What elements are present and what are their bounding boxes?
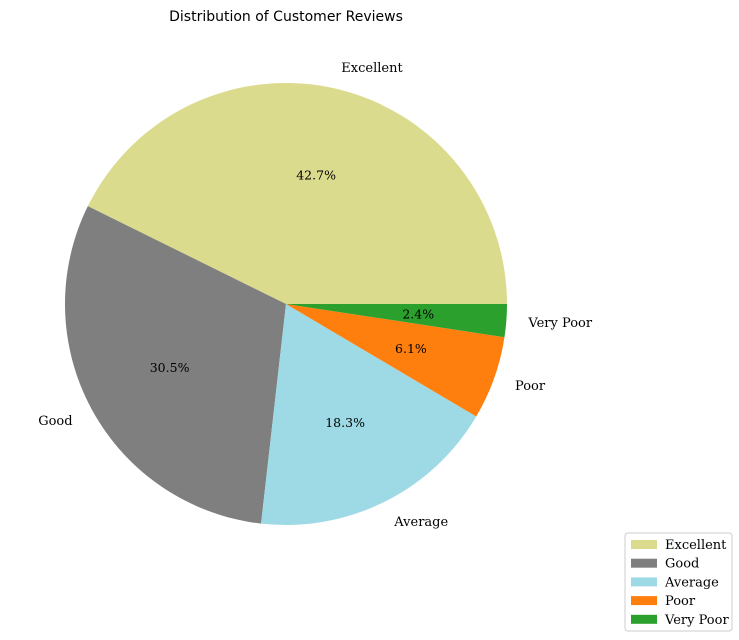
legend-label-very-poor: Very Poor bbox=[664, 613, 729, 628]
percent-label-good: 30.5% bbox=[150, 360, 190, 375]
legend-swatch-average bbox=[631, 577, 657, 587]
legend-label-poor: Poor bbox=[665, 594, 696, 609]
legend-label-average: Average bbox=[664, 575, 719, 590]
legend-swatch-excellent bbox=[631, 540, 657, 549]
category-label-excellent: Excellent bbox=[341, 61, 403, 76]
slice-good bbox=[64, 206, 287, 524]
percent-label-very-poor: 2.4% bbox=[402, 307, 434, 322]
pie-labels: 42.7% Excellent 30.5% Good 18.3% Average 6.1% P… bbox=[38, 61, 593, 530]
category-label-average: Average bbox=[393, 515, 448, 530]
percent-label-excellent: 42.7% bbox=[296, 167, 336, 182]
percent-label-average: 18.3% bbox=[325, 415, 365, 430]
legend: Excellent Good Average Poor Very Poor bbox=[624, 532, 733, 632]
category-label-good: Good bbox=[38, 414, 72, 429]
slice-excellent bbox=[87, 82, 507, 304]
category-label-very-poor: Very Poor bbox=[527, 316, 592, 331]
category-label-poor: Poor bbox=[515, 379, 546, 394]
legend-swatch-good bbox=[631, 558, 657, 568]
chart-title: Distribution of Customer Reviews bbox=[169, 9, 403, 25]
legend-label-excellent: Excellent bbox=[665, 538, 727, 553]
legend-swatch-poor bbox=[631, 596, 657, 606]
legend-label-good: Good bbox=[665, 557, 699, 572]
pie-slices bbox=[64, 82, 507, 526]
slice-poor bbox=[286, 304, 505, 417]
percent-label-poor: 6.1% bbox=[395, 341, 427, 356]
legend-swatch-very-poor bbox=[631, 614, 657, 624]
legend-frame bbox=[624, 532, 733, 632]
slice-average bbox=[261, 304, 477, 526]
slice-very-poor bbox=[286, 304, 507, 338]
